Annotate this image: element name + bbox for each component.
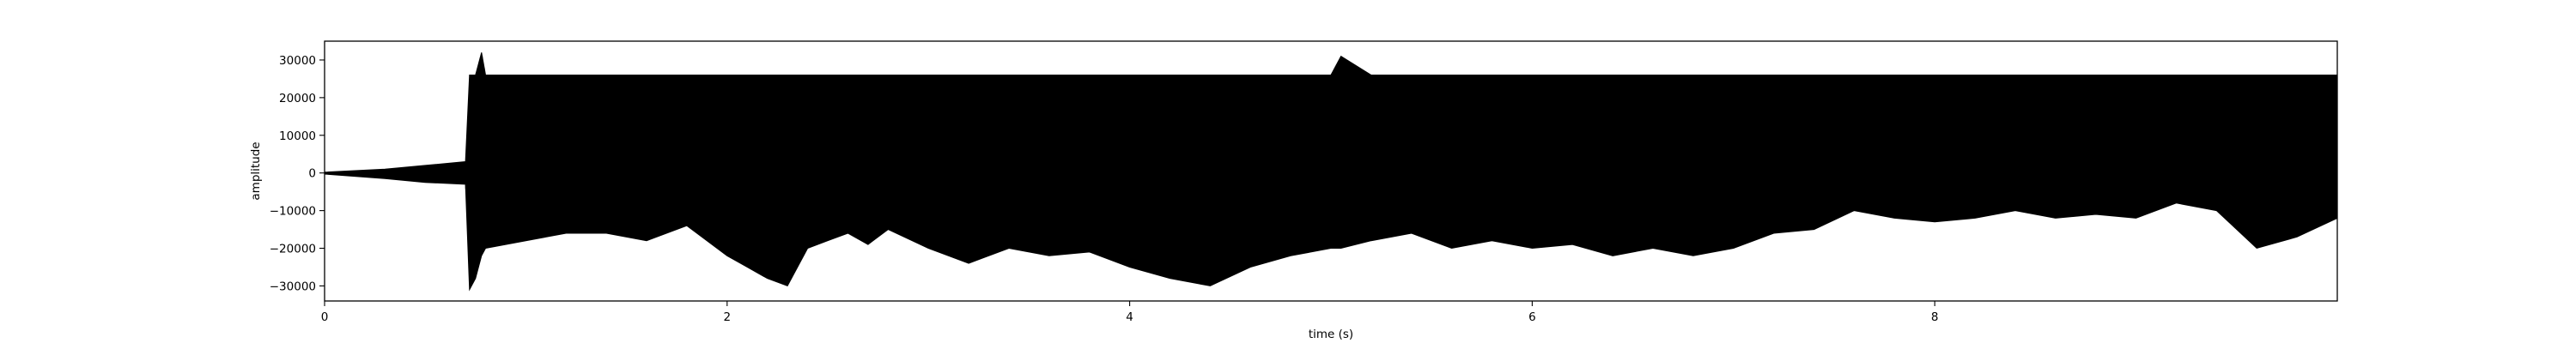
x-tick-label: 6	[1528, 310, 1536, 324]
x-axis-label: time (s)	[1309, 328, 1353, 341]
y-tick-label: 30000	[279, 54, 316, 68]
y-tick-label: −20000	[270, 243, 316, 256]
x-tick-label: 8	[1931, 310, 1939, 324]
y-axis-label: amplitude	[249, 141, 263, 200]
x-tick-label: 2	[724, 310, 732, 324]
y-axis-ticks: −30000 −20000 −10000 0 10000 20000 30000	[270, 54, 325, 293]
y-tick-label: −30000	[270, 280, 316, 293]
y-tick-label: −10000	[270, 205, 316, 219]
y-tick-label: 10000	[279, 129, 316, 143]
x-tick-label: 0	[321, 310, 329, 324]
y-tick-label: 0	[308, 167, 316, 181]
x-axis-ticks: 0 2 4 6 8	[321, 301, 1939, 324]
y-tick-label: 20000	[279, 92, 316, 105]
axes-frame	[324, 40, 2338, 302]
plot-area	[324, 52, 2338, 292]
x-tick-label: 4	[1126, 310, 1133, 324]
